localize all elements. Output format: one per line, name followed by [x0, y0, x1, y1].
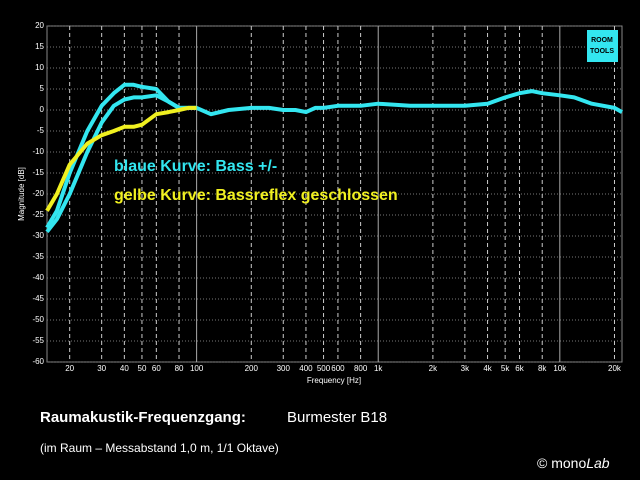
x-tick-label: 20k [608, 364, 622, 373]
footer-model: Burmester B18 [287, 409, 387, 426]
y-tick-label: -20 [32, 189, 44, 198]
x-tick-label: 2k [429, 364, 438, 373]
x-tick-label: 400 [299, 364, 313, 373]
x-tick-label: 5k [501, 364, 510, 373]
x-tick-label: 100 [190, 364, 204, 373]
logo-text: ROOM [591, 37, 613, 44]
x-tick-label: 500 [317, 364, 331, 373]
x-tick-label: 8k [538, 364, 547, 373]
y-tick-label: -30 [32, 231, 44, 240]
y-tick-label: -15 [32, 168, 44, 177]
x-tick-label: 4k [483, 364, 492, 373]
x-tick-label: 200 [245, 364, 259, 373]
x-tick-label: 300 [277, 364, 291, 373]
x-tick-label: 80 [175, 364, 184, 373]
y-tick-label: -60 [32, 357, 44, 366]
x-tick-label: 1k [374, 364, 383, 373]
y-tick-label: -5 [37, 126, 45, 135]
x-tick-label: 60 [152, 364, 161, 373]
y-tick-label: 20 [35, 21, 44, 30]
footer-title: Raumakustik-Frequenzgang: [40, 409, 246, 426]
curve [45, 93, 197, 234]
credit-text: © mono [537, 455, 586, 471]
y-tick-label: -45 [32, 294, 44, 303]
x-tick-label: 40 [120, 364, 129, 373]
logo-box [587, 30, 618, 62]
curve [45, 82, 623, 229]
y-tick-label: -10 [32, 147, 44, 156]
x-tick-label: 3k [461, 364, 470, 373]
credit-text: Lab [586, 455, 610, 471]
y-tick-label: -35 [32, 252, 44, 261]
footer-note: (im Raum – Messabstand 1,0 m, 1/1 Oktave… [40, 441, 279, 455]
y-axis-label: Magnitude [dB] [17, 167, 26, 221]
x-tick-label: 30 [97, 364, 106, 373]
annotation: blaue Kurve: Bass +/- [114, 158, 277, 175]
y-tick-label: 10 [35, 63, 44, 72]
y-tick-label: -40 [32, 273, 44, 282]
x-tick-label: 20 [65, 364, 74, 373]
x-tick-label: 6k [515, 364, 524, 373]
x-tick-label: 600 [331, 364, 345, 373]
credit: © monoLab [537, 455, 610, 471]
annotation: gelbe Kurve: Bassreflex geschlossen [114, 187, 398, 204]
y-tick-label: -55 [32, 336, 44, 345]
y-tick-label: 0 [40, 105, 45, 114]
x-axis-label: Frequency [Hz] [307, 376, 361, 385]
logo-text: TOOLS [590, 48, 614, 55]
x-tick-label: 50 [138, 364, 147, 373]
y-tick-label: 15 [35, 42, 44, 51]
y-tick-label: 5 [40, 84, 45, 93]
curve [45, 105, 197, 212]
y-tick-label: -25 [32, 210, 44, 219]
x-tick-label: 10k [553, 364, 567, 373]
plot-area [46, 25, 623, 363]
y-tick-label: -50 [32, 315, 44, 324]
x-tick-label: 800 [354, 364, 368, 373]
